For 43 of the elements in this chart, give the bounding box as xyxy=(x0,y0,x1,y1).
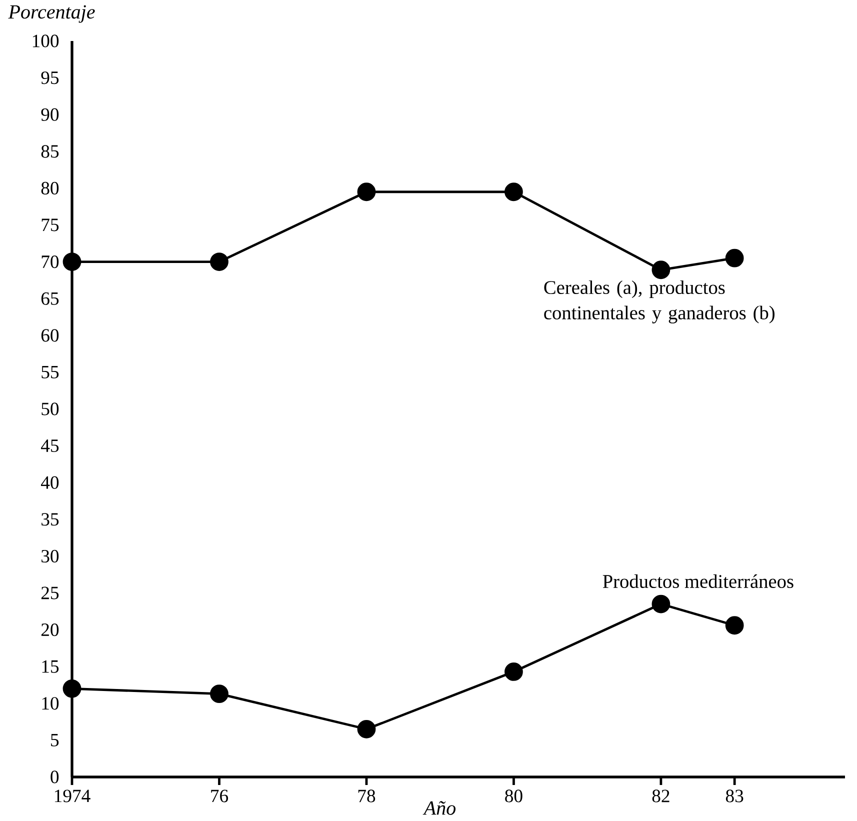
y-tick-label: 95 xyxy=(41,72,59,84)
point xyxy=(725,616,744,635)
y-tick-label: 5 xyxy=(51,734,59,746)
y-tick-label: 25 xyxy=(41,586,59,600)
point xyxy=(652,260,670,280)
y-tick-label: 35 xyxy=(42,513,59,526)
y-tick-label: 15 xyxy=(42,660,59,673)
x-tick-label: 76 xyxy=(211,790,228,802)
y-tick-label: 0 xyxy=(50,770,59,784)
y-tick-label: 70 xyxy=(42,255,59,268)
y-tick-label: 55 xyxy=(42,366,59,378)
series-label: Cereales (a), productos continentales y ganaderos (b) xyxy=(544,280,774,324)
point xyxy=(62,252,82,271)
y-tick-label: 65 xyxy=(41,292,59,305)
y-tick-label: 50 xyxy=(42,402,59,416)
point xyxy=(504,182,523,202)
x-tick-label: 83 xyxy=(726,790,744,802)
point xyxy=(62,679,82,698)
y-tick-label: 60 xyxy=(41,329,59,342)
y-tick-label: 85 xyxy=(41,145,59,158)
point xyxy=(357,720,376,738)
y-tick-label: 40 xyxy=(40,476,59,489)
point xyxy=(652,594,670,614)
y-tick-label: 80 xyxy=(41,182,59,194)
x-tick-label: 1974 xyxy=(54,790,90,802)
point xyxy=(210,252,228,271)
y-tick-label: 30 xyxy=(42,550,59,562)
x-tick-label: 80 xyxy=(505,790,522,802)
x-axis-title: Año xyxy=(422,801,456,815)
y-axis-title: Porcentaje xyxy=(8,5,95,23)
point xyxy=(210,684,228,704)
series-label: Productos mediterráneos xyxy=(602,574,794,588)
y-tick-label: 75 xyxy=(42,218,59,232)
y-tick-label: 10 xyxy=(42,697,59,710)
x-tick-label: 82 xyxy=(652,790,670,802)
point xyxy=(725,248,744,268)
x-tick-label: 78 xyxy=(358,790,376,802)
y-tick-label: 100 xyxy=(32,34,59,48)
y-tick-label: 45 xyxy=(40,440,59,452)
y-tick-label: 90 xyxy=(41,108,59,121)
point xyxy=(504,662,523,681)
y-tick-label: 20 xyxy=(41,623,59,636)
point xyxy=(357,182,376,202)
